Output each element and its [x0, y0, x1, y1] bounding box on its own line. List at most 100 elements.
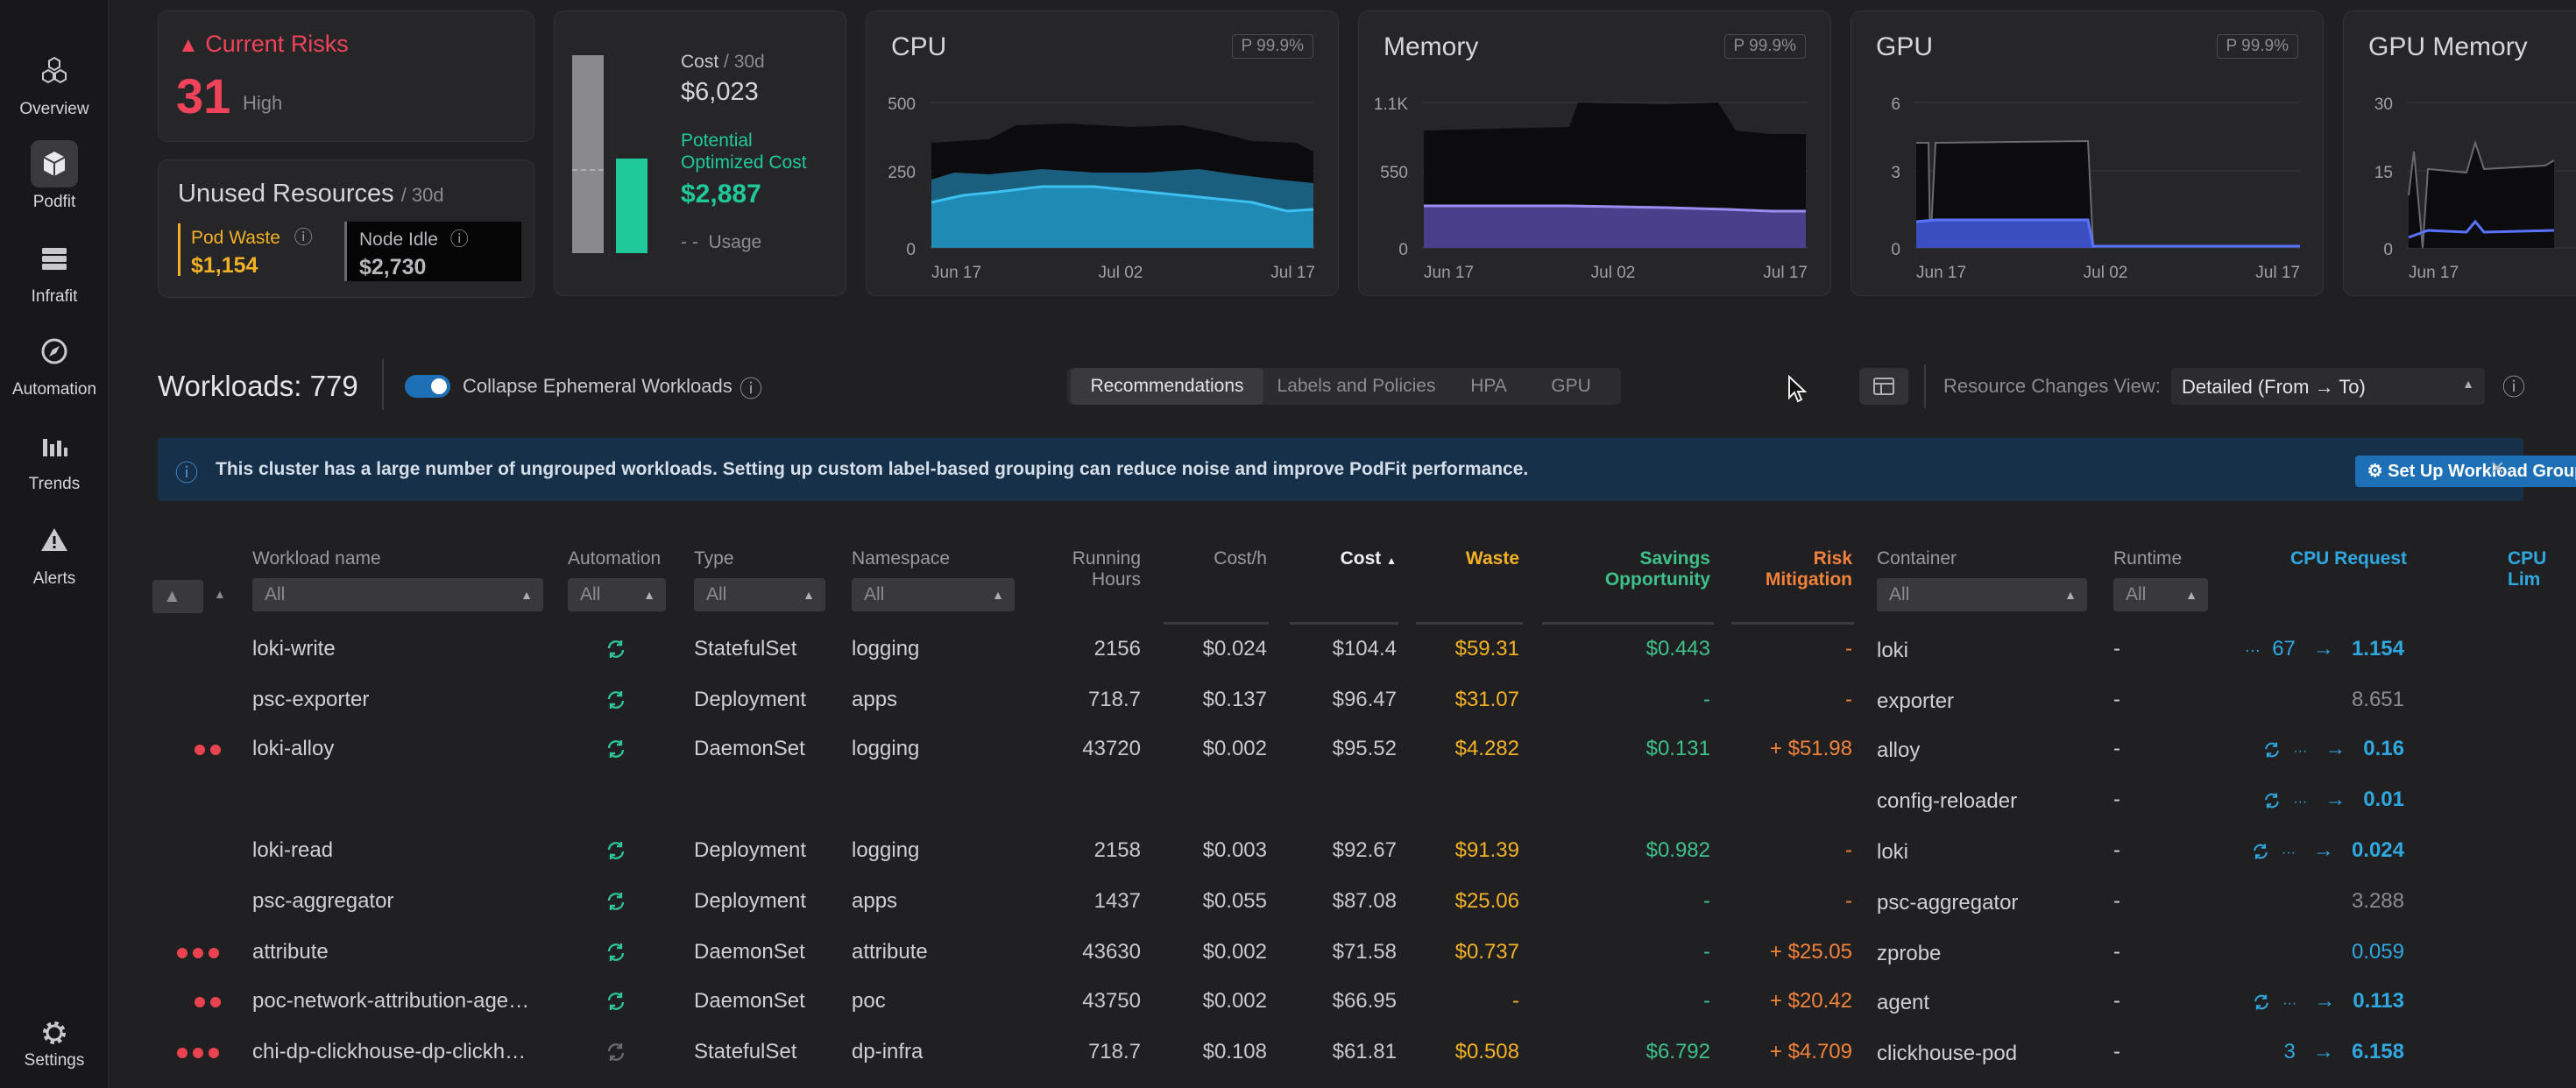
- column-header-savings[interactable]: Savings Opportunity: [1604, 548, 1710, 590]
- setup-grouping-button[interactable]: ⚙ Set Up Workload Grouping: [2355, 456, 2576, 487]
- column-header-automation[interactable]: Automation: [568, 548, 662, 569]
- column-header-cpu-request[interactable]: CPU Request: [2290, 548, 2408, 569]
- cpu-to: 0.01: [2363, 788, 2404, 811]
- cpu-to: 6.158: [2351, 1040, 2404, 1063]
- pod-waste[interactable]: Pod Waste ⓘ $1,154: [178, 223, 332, 278]
- sidebar-item-overview[interactable]: Overview: [0, 47, 109, 119]
- tab-recommendations[interactable]: Recommendations: [1071, 368, 1263, 405]
- name-filter[interactable]: All ▲: [252, 578, 543, 611]
- close-icon[interactable]: ×: [2490, 454, 2505, 481]
- sort-icon[interactable]: ▲: [214, 587, 226, 601]
- column-header-risk-mitigation[interactable]: Risk Mitigation: [1765, 548, 1852, 590]
- warning-icon: ▲: [163, 586, 181, 606]
- column-header-container[interactable]: Container: [1877, 548, 1957, 569]
- namespace-filter[interactable]: All ▲: [852, 578, 1015, 611]
- column-header-type[interactable]: Type: [694, 548, 734, 569]
- automation-sync-icon[interactable]: [605, 839, 627, 869]
- risk-mitigation: + $25.05: [1769, 940, 1852, 964]
- resource-view-select[interactable]: Detailed (From → To) ▲: [2171, 368, 2485, 405]
- percentile-badge[interactable]: P 99.9%: [1723, 34, 1806, 59]
- sidebar-item-infrafit[interactable]: Infrafit: [0, 235, 109, 307]
- automation-sync-icon[interactable]: [605, 890, 627, 920]
- collapse-toggle[interactable]: [405, 375, 450, 398]
- cpu-request-change[interactable]: ··· → 0.16: [2217, 736, 2404, 765]
- automation-sync-icon[interactable]: [605, 689, 627, 718]
- risk-mitigation: + $20.42: [1769, 989, 1852, 1013]
- runtime: -: [2113, 637, 2120, 661]
- column-header-waste[interactable]: Waste: [1465, 548, 1519, 569]
- workload-name[interactable]: attribute: [252, 940, 329, 964]
- risk-mitigation: -: [1845, 838, 1852, 862]
- waste: $59.31: [1454, 637, 1519, 661]
- cube-icon: [31, 140, 78, 187]
- cpu-to: 0.16: [2363, 737, 2404, 760]
- table-settings-button[interactable]: [1859, 368, 1908, 405]
- tab-hpa[interactable]: HPA: [1470, 376, 1507, 396]
- runtime-filter[interactable]: All ▲: [2113, 578, 2208, 611]
- cpu-request-change[interactable]: ··· 67 → 1.154: [2217, 636, 2404, 663]
- y-tick: 550: [1380, 164, 1408, 182]
- type-filter[interactable]: All ▲: [694, 578, 825, 611]
- sidebar-item-trends[interactable]: Trends: [0, 422, 109, 494]
- workload-type: StatefulSet: [694, 637, 797, 661]
- column-header-cost-per-hour[interactable]: Cost/h: [1214, 548, 1267, 569]
- node-idle[interactable]: Node Idle ⓘ $2,730: [344, 222, 521, 281]
- risk-dots[interactable]: [177, 1047, 224, 1058]
- memory-chart-card[interactable]: Memory P 99.9% 1.1K 550 0 Jun 17 Jul 02 …: [1358, 11, 1831, 296]
- x-tick: Jul 02: [1591, 264, 1636, 282]
- chart-title: GPU Memory: [2368, 32, 2528, 61]
- automation-sync-icon[interactable]: [605, 638, 627, 668]
- column-header-cost[interactable]: Cost ▲: [1340, 548, 1397, 569]
- column-header-running-hours[interactable]: Running Hours: [1072, 548, 1141, 590]
- workload-name[interactable]: psc-exporter: [252, 688, 370, 711]
- tab-gpu[interactable]: GPU: [1551, 376, 1591, 396]
- column-header-runtime[interactable]: Runtime: [2113, 548, 2183, 569]
- current-risks-card[interactable]: ▲ Current Risks 31 High: [158, 11, 534, 142]
- cpu-request-change[interactable]: ··· → 0.113: [2217, 988, 2404, 1017]
- sidebar-item-alerts[interactable]: Alerts: [0, 517, 109, 589]
- workload-name[interactable]: chi-dp-clickhouse-dp-clickh…: [252, 1040, 527, 1063]
- cost: $87.08: [1332, 889, 1397, 913]
- workload-name[interactable]: loki-alloy: [252, 737, 335, 760]
- percentile-badge[interactable]: P 99.9%: [1231, 34, 1313, 59]
- risks-title: Current Risks: [205, 31, 349, 57]
- cpu-request-change[interactable]: 3 → 6.158: [2217, 1039, 2404, 1065]
- sidebar-item-settings[interactable]: Settings: [0, 1009, 109, 1070]
- cpu-request-change[interactable]: ··· → 0.01: [2217, 787, 2404, 816]
- column-header-name[interactable]: Workload name: [252, 548, 381, 569]
- column-header-cpu-limit[interactable]: CPU Lim: [2508, 548, 2547, 590]
- bar-chart-icon: [31, 422, 78, 470]
- arrow-right-icon: →: [2325, 788, 2346, 811]
- sidebar-item-automation[interactable]: Automation: [0, 328, 109, 399]
- info-icon[interactable]: ⓘ: [2502, 374, 2526, 400]
- risk-dots[interactable]: [195, 744, 226, 755]
- tab-labels-and-policies[interactable]: Labels and Policies: [1277, 376, 1436, 396]
- sidebar-item-label: Trends: [28, 475, 81, 493]
- gpu-memory-chart-card[interactable]: GPU Memory 30 15 0 Jun 17: [2343, 11, 2576, 296]
- automation-sync-icon[interactable]: [605, 738, 627, 767]
- risk-dot: [195, 997, 205, 1007]
- info-icon[interactable]: ⓘ: [740, 376, 763, 402]
- risk-filter[interactable]: ▲: [152, 580, 203, 613]
- column-header-namespace[interactable]: Namespace: [852, 548, 951, 569]
- risks-count: 31: [176, 68, 231, 124]
- y-tick: 3: [1891, 164, 1900, 182]
- container-filter[interactable]: All ▲: [1877, 578, 2087, 611]
- sidebar-item-podfit[interactable]: Podfit: [0, 140, 109, 212]
- automation-filter[interactable]: All ▲: [568, 578, 666, 611]
- automation-sync-icon[interactable]: [605, 990, 627, 1020]
- cpu-request-change[interactable]: ··· → 0.024: [2217, 837, 2404, 866]
- risk-mitigation: -: [1845, 637, 1852, 661]
- runtime: -: [2113, 1040, 2120, 1063]
- automation-sync-icon[interactable]: [605, 941, 627, 971]
- workload-name[interactable]: loki-read: [252, 838, 334, 862]
- percentile-badge[interactable]: P 99.9%: [2216, 34, 2298, 59]
- workload-name[interactable]: poc-network-attribution-age…: [252, 989, 530, 1013]
- risk-dots[interactable]: [177, 947, 224, 958]
- cpu-chart-card[interactable]: CPU P 99.9% 500 250 0 Jun 17 Jul 02 Jul …: [866, 11, 1339, 296]
- gpu-chart-card[interactable]: GPU P 99.9% 6 3 0 Jun 17 Jul 02 Jul 17: [1851, 11, 2324, 296]
- automation-sync-icon[interactable]: [605, 1041, 627, 1070]
- risk-dots[interactable]: [195, 996, 226, 1007]
- workload-name[interactable]: psc-aggregator: [252, 889, 394, 913]
- workload-name[interactable]: loki-write: [252, 637, 336, 661]
